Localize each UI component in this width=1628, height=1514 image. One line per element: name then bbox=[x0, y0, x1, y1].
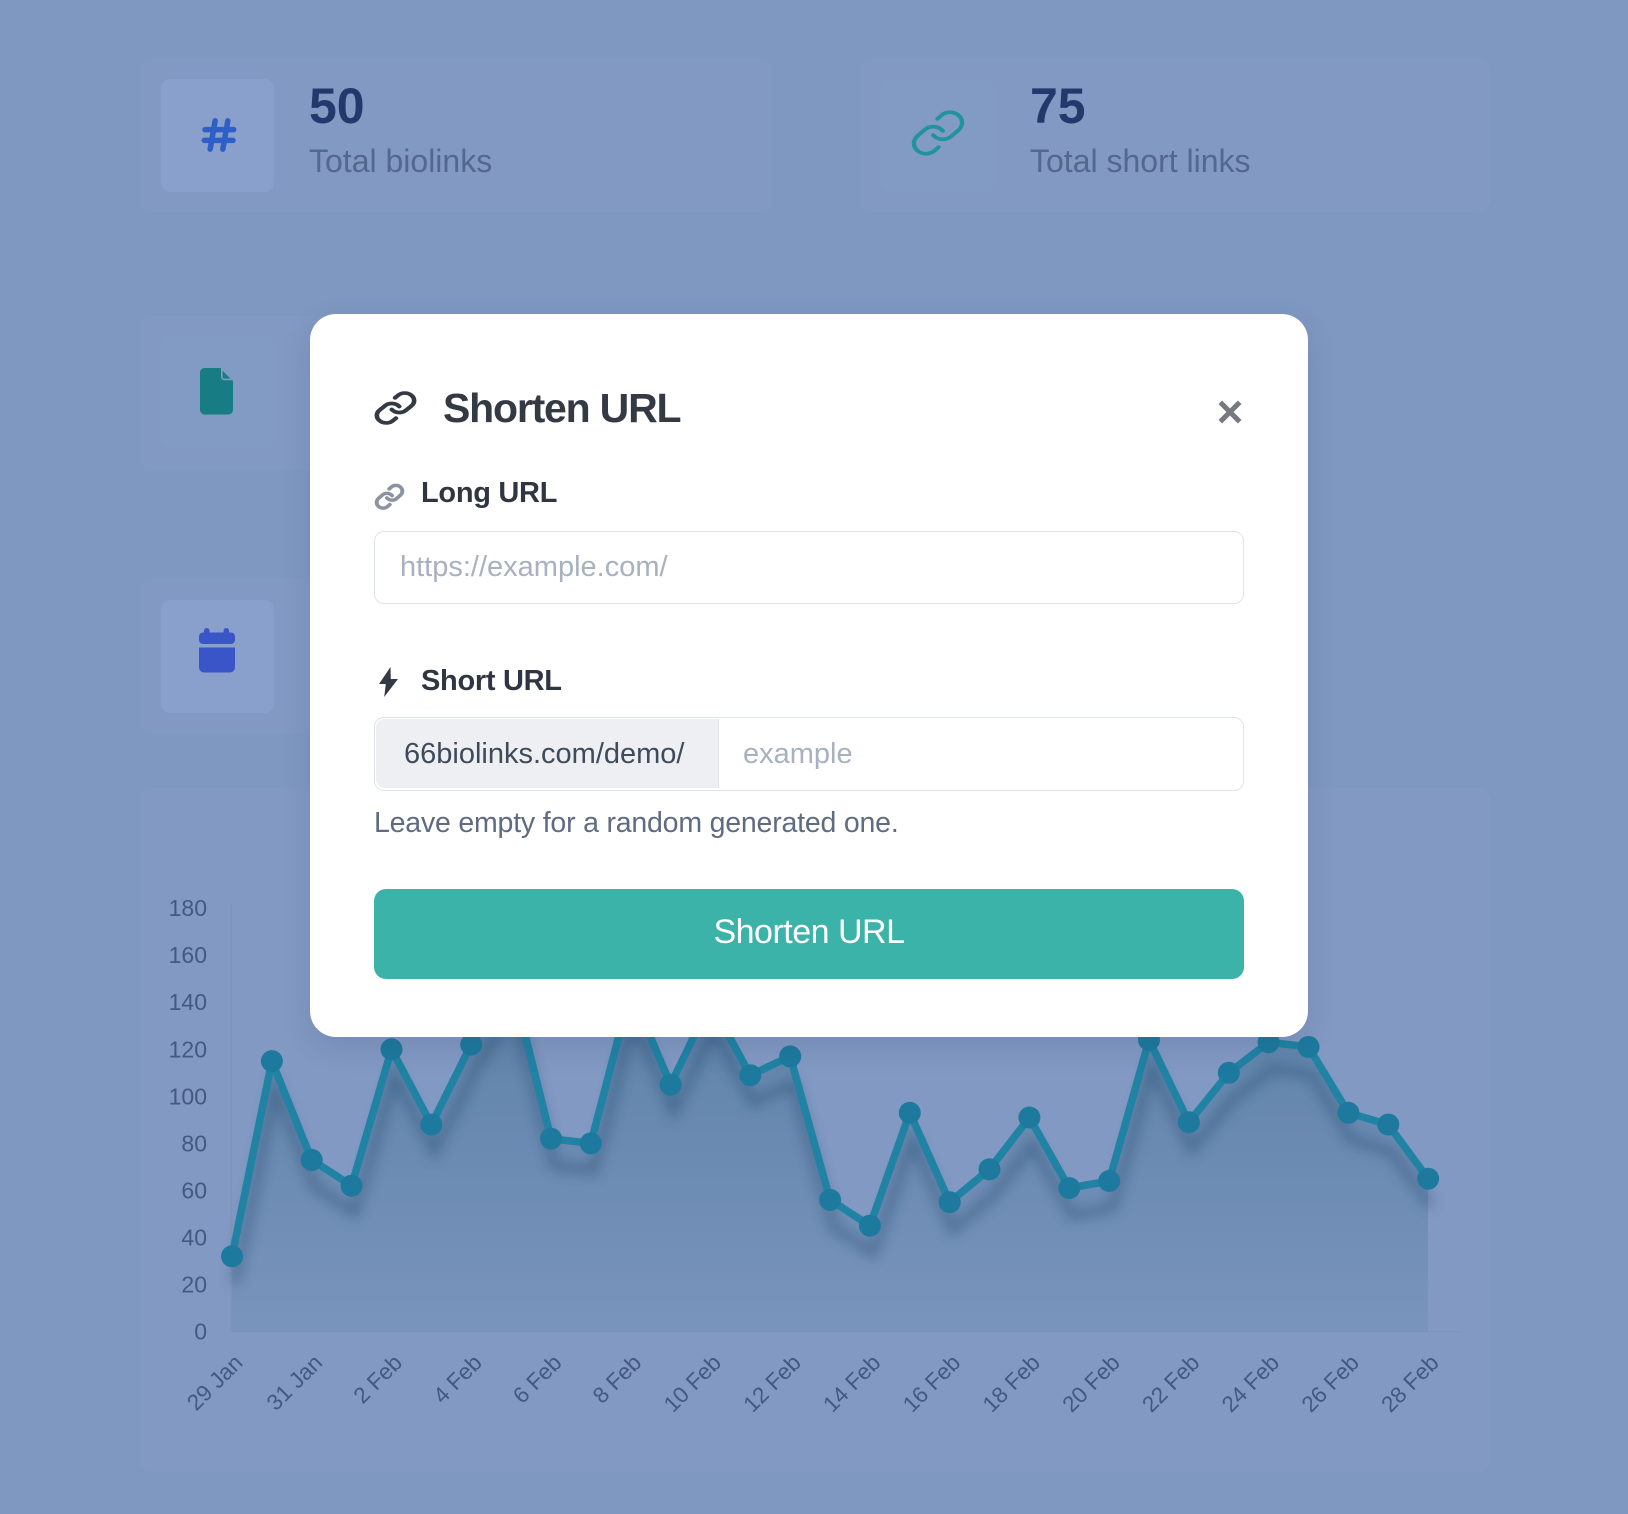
svg-text:26 Feb: 26 Feb bbox=[1297, 1350, 1364, 1417]
svg-text:18 Feb: 18 Feb bbox=[978, 1350, 1045, 1417]
svg-text:31 Jan: 31 Jan bbox=[262, 1350, 327, 1415]
svg-text:12 Feb: 12 Feb bbox=[739, 1350, 806, 1417]
svg-text:16 Feb: 16 Feb bbox=[898, 1350, 965, 1417]
svg-text:160: 160 bbox=[169, 942, 207, 968]
svg-text:14 Feb: 14 Feb bbox=[818, 1350, 885, 1417]
svg-text:60: 60 bbox=[181, 1177, 207, 1203]
svg-text:22 Feb: 22 Feb bbox=[1137, 1350, 1204, 1417]
svg-text:40: 40 bbox=[181, 1225, 207, 1251]
svg-text:100: 100 bbox=[169, 1083, 207, 1109]
svg-text:29 Jan: 29 Jan bbox=[182, 1350, 247, 1415]
svg-text:4 Feb: 4 Feb bbox=[428, 1350, 486, 1408]
svg-text:8 Feb: 8 Feb bbox=[588, 1350, 646, 1408]
svg-text:80: 80 bbox=[181, 1130, 207, 1156]
svg-text:6 Feb: 6 Feb bbox=[508, 1350, 566, 1408]
svg-text:140: 140 bbox=[169, 989, 207, 1015]
svg-text:120: 120 bbox=[169, 1036, 207, 1062]
svg-text:20 Feb: 20 Feb bbox=[1058, 1350, 1125, 1417]
svg-text:180: 180 bbox=[169, 895, 207, 921]
svg-text:10 Feb: 10 Feb bbox=[659, 1350, 726, 1417]
svg-text:24 Feb: 24 Feb bbox=[1217, 1350, 1284, 1417]
svg-text:0: 0 bbox=[194, 1319, 207, 1345]
svg-text:2 Feb: 2 Feb bbox=[349, 1350, 407, 1408]
svg-text:20: 20 bbox=[181, 1272, 207, 1298]
svg-text:28 Feb: 28 Feb bbox=[1376, 1350, 1443, 1417]
